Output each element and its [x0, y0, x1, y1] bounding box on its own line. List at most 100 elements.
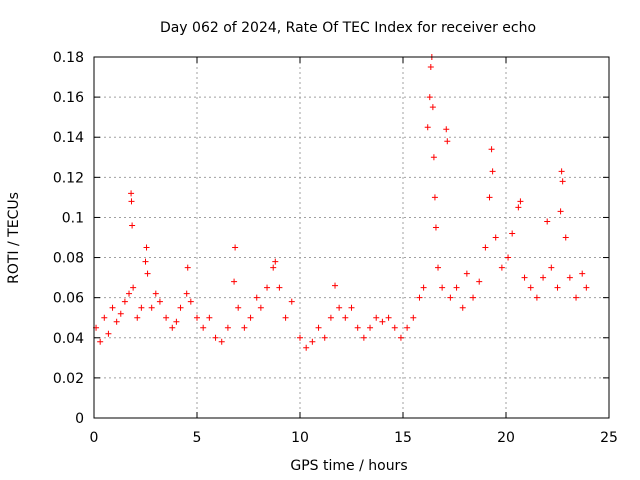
data-point — [517, 198, 524, 205]
data-point — [232, 244, 239, 251]
data-point — [435, 264, 442, 271]
data-point — [336, 304, 343, 311]
data-points — [93, 54, 590, 351]
data-point — [486, 194, 493, 201]
data-point — [348, 304, 355, 311]
data-point — [373, 314, 380, 321]
data-point — [498, 264, 505, 271]
data-point — [429, 104, 436, 111]
data-point — [579, 270, 586, 277]
data-point — [128, 198, 135, 205]
data-point — [447, 294, 454, 301]
data-point — [121, 298, 128, 305]
y-tick-label: 0.1 — [62, 210, 84, 226]
data-point — [443, 126, 450, 133]
data-point — [540, 274, 547, 281]
data-point — [533, 294, 540, 301]
data-point — [126, 290, 133, 297]
data-point — [432, 224, 439, 231]
y-tick-label: 0.16 — [53, 90, 84, 106]
data-point — [184, 264, 191, 271]
data-point — [427, 64, 434, 71]
data-point — [430, 154, 437, 161]
x-tick-label: 20 — [497, 430, 515, 446]
data-point — [241, 324, 248, 331]
y-tick-label: 0.06 — [53, 291, 84, 307]
x-tick-label: 25 — [600, 430, 618, 446]
data-point — [303, 344, 310, 351]
data-point — [253, 294, 260, 301]
x-tick-label: 15 — [394, 430, 412, 446]
data-point — [488, 146, 495, 153]
data-point — [282, 314, 289, 321]
y-tick-label: 0 — [75, 411, 84, 427]
data-point — [566, 274, 573, 281]
data-point — [212, 334, 219, 341]
data-point — [117, 310, 124, 317]
data-point — [416, 294, 423, 301]
data-point — [463, 270, 470, 277]
data-point — [521, 274, 528, 281]
y-axis-label: ROTI / TECUs — [6, 192, 22, 284]
data-point — [453, 284, 460, 291]
data-point — [379, 318, 386, 325]
data-point — [138, 304, 145, 311]
data-point — [134, 314, 141, 321]
data-point — [482, 244, 489, 251]
data-point — [404, 324, 411, 331]
data-point — [152, 290, 159, 297]
data-point — [156, 298, 163, 305]
data-point — [97, 338, 104, 345]
data-point — [206, 314, 213, 321]
data-point — [235, 304, 242, 311]
data-point — [558, 168, 565, 175]
data-point — [309, 338, 316, 345]
x-axis: 0 5 10 15 20 25 — [90, 57, 618, 446]
data-point — [554, 284, 561, 291]
data-point — [509, 230, 516, 237]
data-point — [177, 304, 184, 311]
data-point — [420, 284, 427, 291]
data-point — [128, 190, 135, 197]
data-point — [426, 94, 433, 101]
data-point — [562, 234, 569, 241]
data-point — [439, 284, 446, 291]
data-point — [288, 298, 295, 305]
y-tick-label: 0.12 — [53, 170, 84, 186]
data-point — [231, 278, 238, 285]
data-point — [247, 314, 254, 321]
data-point — [515, 204, 522, 211]
data-point — [410, 314, 417, 321]
data-point — [173, 318, 180, 325]
data-point — [489, 168, 496, 175]
data-point — [360, 334, 367, 341]
x-tick-label: 5 — [193, 430, 202, 446]
data-point — [397, 334, 404, 341]
data-point — [391, 324, 398, 331]
y-tick-label: 0.14 — [53, 130, 84, 146]
data-point — [113, 318, 120, 325]
data-point — [385, 314, 392, 321]
chart-title: Day 062 of 2024, Rate Of TEC Index for r… — [160, 20, 536, 36]
data-point — [105, 330, 112, 337]
data-point — [297, 334, 303, 341]
data-point — [321, 334, 328, 341]
data-point — [470, 294, 477, 301]
data-point — [459, 304, 466, 311]
data-point — [183, 290, 190, 297]
data-point — [272, 258, 279, 265]
data-point — [431, 194, 438, 201]
data-point — [148, 304, 155, 311]
data-point — [264, 284, 271, 291]
data-point — [144, 270, 151, 277]
y-tick-label: 0.02 — [53, 371, 84, 387]
x-tick-label: 10 — [291, 430, 309, 446]
data-point — [548, 264, 555, 271]
y-tick-label: 0.04 — [53, 331, 84, 347]
data-point — [194, 314, 200, 321]
data-point — [276, 284, 283, 291]
data-point — [218, 338, 225, 345]
data-point — [354, 324, 361, 331]
data-point — [557, 208, 564, 215]
